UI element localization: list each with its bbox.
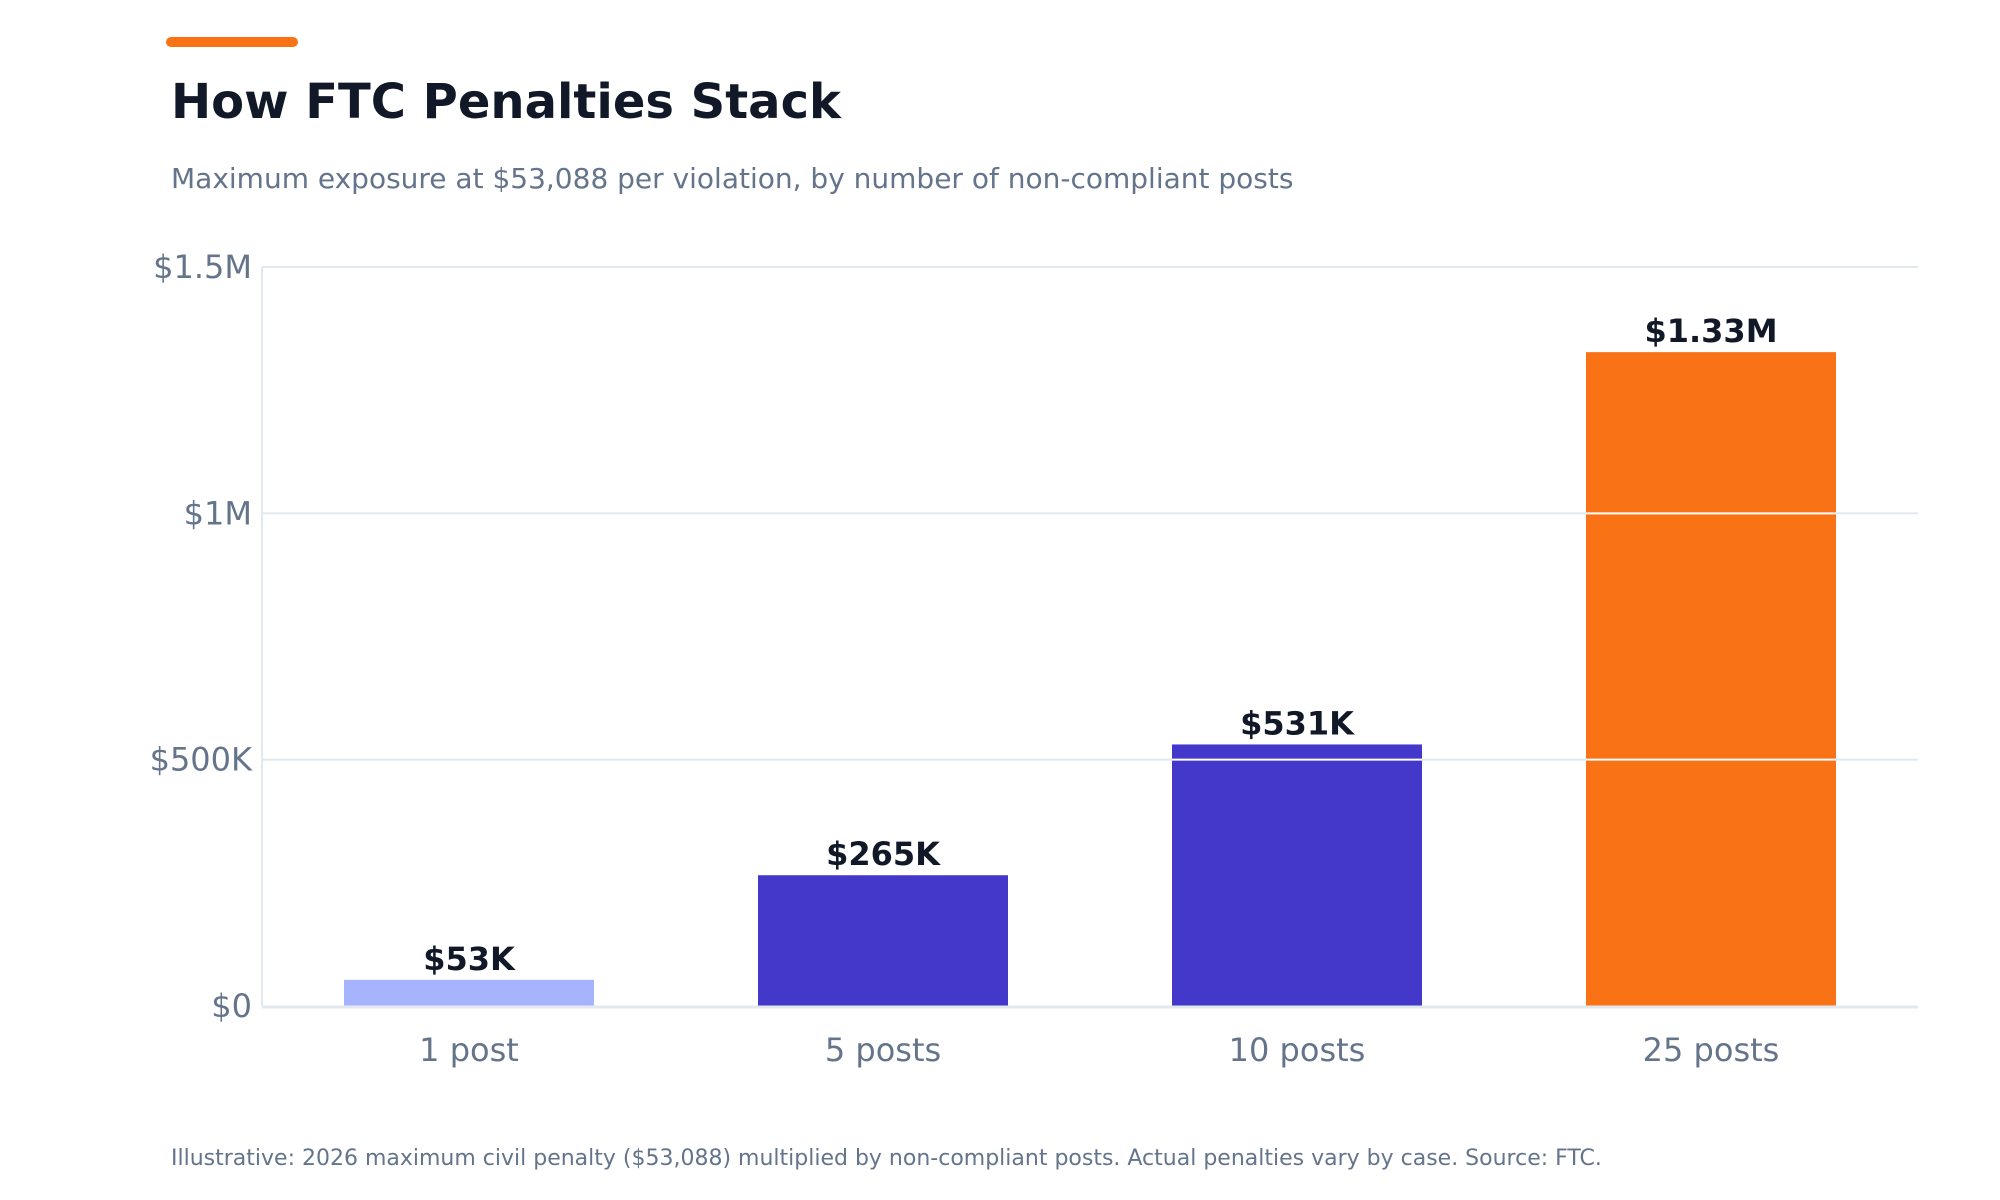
data-labels: $53K $265K $531K $1.33M <box>423 312 1777 978</box>
bar-5-posts <box>758 875 1008 1006</box>
y-tick-label: $1.5M <box>153 248 252 286</box>
accent-bar <box>166 37 298 47</box>
y-tick-label: $0 <box>211 987 252 1025</box>
y-tick-label: $500K <box>150 741 253 779</box>
data-label: $53K <box>423 940 516 978</box>
bars <box>344 352 1836 1006</box>
x-tick-label: 25 posts <box>1643 1031 1780 1069</box>
footnote: Illustrative: 2026 maximum civil penalty… <box>171 1146 1602 1171</box>
x-tick-label: 5 posts <box>825 1031 941 1069</box>
x-tick-label: 10 posts <box>1229 1031 1366 1069</box>
bar-10-posts <box>1172 744 1422 1006</box>
x-tick-label: 1 post <box>419 1031 519 1069</box>
y-tick-label: $1M <box>184 494 252 532</box>
bar-25-posts <box>1586 352 1836 1006</box>
bar-gridline-overlays <box>1172 512 1836 761</box>
axes: $0 $500K $1M $1.5M 1 post 5 posts 10 posts 25 p… <box>150 248 1918 1069</box>
chart-title: How FTC Penalties Stack <box>171 74 841 130</box>
bar-1-post <box>344 979 594 1006</box>
data-label: $265K <box>826 835 941 873</box>
data-label: $1.33M <box>1644 312 1777 350</box>
chart-subtitle: Maximum exposure at $53,088 per violatio… <box>171 162 1294 195</box>
data-label: $531K <box>1240 704 1355 742</box>
